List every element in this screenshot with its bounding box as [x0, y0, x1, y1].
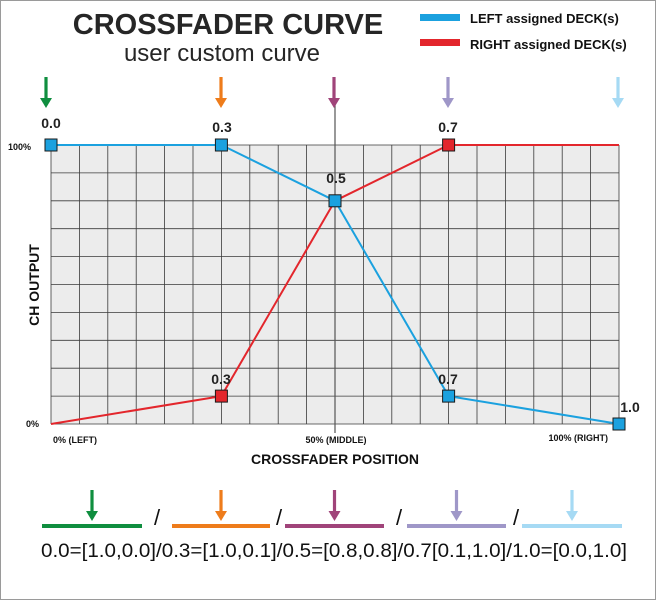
left-point-marker	[442, 389, 456, 403]
bottom-bars	[42, 524, 622, 528]
point-label-bottom-7: 0.7	[438, 371, 458, 387]
top-arrow-3	[442, 77, 454, 108]
chart-subtitle: user custom curve	[124, 40, 320, 67]
bottom-bar-4	[522, 524, 622, 528]
bottom-arrow-2	[328, 490, 341, 521]
top-arrow-4	[612, 77, 624, 108]
left-point-marker	[44, 138, 58, 152]
point-label-bottom-10: 1.0	[620, 399, 640, 415]
separator-2: /	[276, 505, 283, 530]
top-arrow-1	[215, 77, 227, 108]
point-label-bottom-3: 0.3	[211, 371, 231, 387]
bottom-arrow-0	[86, 490, 98, 521]
bottom-separators: / / / /	[154, 505, 520, 530]
bottom-arrows	[86, 490, 578, 521]
right-point-marker	[442, 138, 456, 152]
grid	[50, 100, 620, 433]
x-tick-left: 0% (LEFT)	[53, 435, 97, 445]
left-point-marker	[328, 194, 342, 208]
point-label-top-3: 0.3	[212, 119, 232, 135]
x-tick-right: 100% (RIGHT)	[548, 433, 608, 443]
top-arrow-0	[40, 77, 52, 108]
point-label-top-0: 0.0	[41, 115, 61, 131]
curve-formula: 0.0=[1.0,0.0]/0.3=[1.0,0.1]/0.5=[0.8,0.8…	[41, 541, 627, 562]
x-tick-middle: 50% (MIDDLE)	[305, 435, 366, 445]
top-arrows	[40, 77, 624, 108]
bottom-bar-3	[407, 524, 506, 528]
left-point-marker	[612, 417, 626, 431]
bottom-bar-0	[42, 524, 142, 528]
legend-right-swatch	[420, 39, 460, 46]
bottom-bar-2	[285, 524, 384, 528]
bottom-arrow-4	[566, 490, 578, 521]
separator-3: /	[396, 505, 403, 530]
top-arrow-2	[328, 77, 340, 108]
right-point-marker	[214, 389, 228, 403]
legend-right-label: RIGHT assigned DECK(s)	[470, 37, 627, 52]
bottom-bar-1	[172, 524, 270, 528]
point-label-top-7: 0.7	[438, 119, 458, 135]
y-axis-label: CH OUTPUT	[26, 244, 42, 326]
separator-4: /	[513, 505, 520, 530]
legend-left-swatch	[420, 14, 460, 21]
bottom-arrow-1	[215, 490, 227, 521]
point-label-middle-5: 0.5	[326, 170, 346, 186]
x-axis-label: CROSSFADER POSITION	[251, 451, 419, 467]
marker-layer	[44, 138, 626, 431]
bottom-arrow-3	[450, 490, 463, 521]
separator-1: /	[154, 505, 161, 530]
legend-left-label: LEFT assigned DECK(s)	[470, 11, 619, 26]
left-point-marker	[214, 138, 228, 152]
legend: LEFT assigned DECK(s) RIGHT assigned DEC…	[420, 11, 627, 52]
y-tick-100: 100%	[8, 142, 31, 152]
y-tick-0: 0%	[26, 419, 39, 429]
point-labels: 0.0 0.3 0.5 0.7 0.3 0.7 1.0	[41, 115, 640, 415]
chart-title: CROSSFADER CURVE	[73, 9, 383, 41]
